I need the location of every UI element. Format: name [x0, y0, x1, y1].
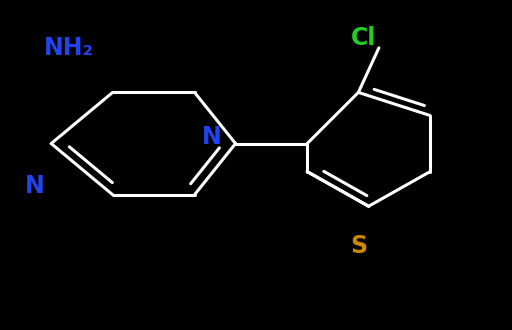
Text: N: N	[202, 125, 222, 149]
Text: N: N	[25, 175, 45, 198]
Text: S: S	[350, 234, 367, 258]
Text: Cl: Cl	[351, 26, 376, 50]
Text: NH₂: NH₂	[44, 36, 93, 60]
